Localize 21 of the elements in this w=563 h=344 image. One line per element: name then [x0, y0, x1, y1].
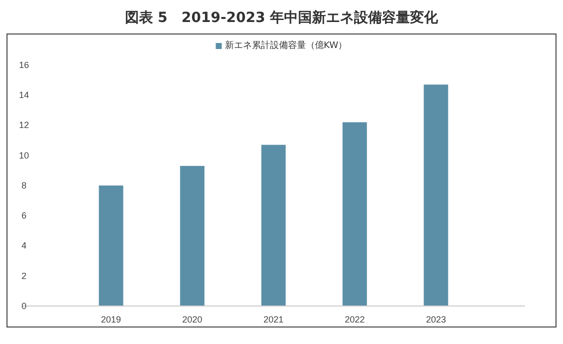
y-tick-label: 10: [18, 150, 30, 160]
x-tick-label: 2021: [263, 314, 284, 324]
y-tick-label: 2: [21, 270, 27, 281]
y-tick-label: 12: [18, 120, 30, 130]
y-tick-label: 0: [21, 300, 27, 311]
x-tick-label: 2020: [182, 314, 202, 324]
y-tick-label: 8: [21, 180, 27, 190]
bar: [424, 84, 448, 306]
y-tick-label: 16: [18, 60, 30, 70]
y-tick-label: 14: [18, 90, 30, 100]
legend-label: 新エネ累計設備容量（億KW）: [224, 40, 348, 51]
x-tick-label: 2022: [344, 314, 365, 324]
bar: [180, 166, 204, 306]
x-tick-label: 2019: [101, 314, 122, 324]
chart-title: 図表 5 2019-2023 年中国新エネ設備容量変化: [124, 9, 440, 26]
bar: [342, 122, 367, 306]
y-tick-label: 4: [21, 240, 27, 251]
y-tick-label: 6: [21, 210, 27, 221]
x-tick-label: 2023: [426, 314, 446, 324]
bar: [98, 186, 124, 306]
bar: [261, 144, 286, 306]
